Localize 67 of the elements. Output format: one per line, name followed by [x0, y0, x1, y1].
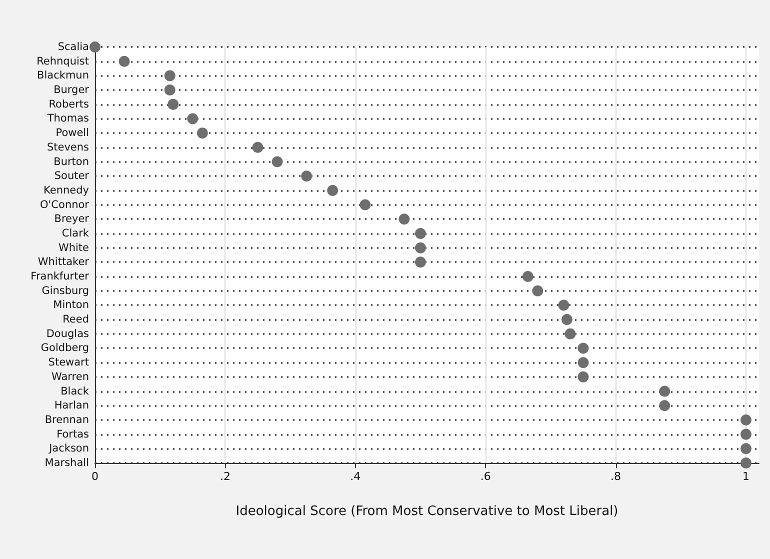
point [561, 314, 572, 326]
point [740, 443, 752, 454]
y-tick-label: Whittaker [38, 256, 90, 268]
point [740, 428, 752, 440]
point [415, 242, 426, 254]
point [252, 142, 264, 153]
y-tick-label: Scalia [58, 41, 89, 53]
y-tick-label: Stewart [48, 356, 89, 369]
y-tick-label: Harlan [54, 400, 89, 412]
point [164, 70, 176, 82]
point [740, 414, 752, 426]
y-tick-label: Burton [54, 156, 89, 168]
y-tick-label: Minton [53, 299, 89, 312]
y-tick-label: Warren [52, 370, 89, 383]
point [578, 357, 589, 368]
point [522, 271, 534, 282]
y-tick-label: Powell [56, 127, 89, 140]
x-tick-label: .4 [350, 470, 361, 483]
point [558, 300, 570, 311]
y-tick-label: White [58, 242, 89, 254]
point [164, 84, 176, 96]
point [578, 342, 589, 354]
x-tick-label: .8 [610, 470, 622, 483]
x-tick-label: .2 [220, 470, 230, 483]
point [532, 285, 544, 296]
y-tick-label: Breyer [54, 213, 90, 226]
y-tick-label: Stevens [46, 141, 89, 154]
y-tick-label: Jackson [48, 442, 89, 455]
point [360, 199, 371, 210]
y-tick-label: Kennedy [44, 184, 89, 196]
point [659, 400, 670, 412]
x-tick-label: .6 [480, 470, 491, 483]
y-tick-label: Brennan [44, 414, 89, 426]
y-tick-label: Rehnquist [36, 55, 89, 68]
y-tick-label: Black [60, 385, 90, 398]
y-tick-label: Burger [54, 84, 90, 96]
point [327, 184, 338, 196]
y-tick-label: Fortas [56, 428, 89, 440]
y-tick-label: Goldberg [40, 342, 89, 354]
y-tick-label: Thomas [46, 112, 89, 125]
point [196, 128, 208, 139]
point [740, 458, 752, 468]
y-tick-label: Marshall [44, 457, 89, 469]
point [415, 228, 426, 239]
x-tick-label: 0 [92, 470, 98, 483]
point [578, 371, 589, 382]
point [272, 156, 283, 168]
point [187, 113, 198, 124]
y-tick-label: Frankfurter [30, 270, 90, 283]
x-axis-title: Ideological Score (From Most Conservative to Most Liberal) [236, 504, 618, 519]
y-tick-label: Souter [54, 170, 90, 182]
y-tick-label: Blackmun [37, 70, 89, 82]
y-tick-label: Clark [62, 227, 90, 240]
y-tick-label: Roberts [48, 98, 89, 110]
point [398, 214, 410, 225]
x-tick-label: 1 [742, 470, 750, 483]
point [659, 386, 670, 397]
y-tick-label: Ginsburg [42, 284, 89, 297]
point [90, 42, 100, 52]
point [415, 256, 426, 268]
point [168, 98, 179, 110]
point [301, 170, 312, 182]
y-tick-label: Reed [62, 314, 89, 326]
point [564, 328, 576, 340]
y-tick-label: Douglas [46, 328, 89, 340]
point [118, 56, 130, 67]
y-tick-label: O'Connor [40, 198, 90, 211]
